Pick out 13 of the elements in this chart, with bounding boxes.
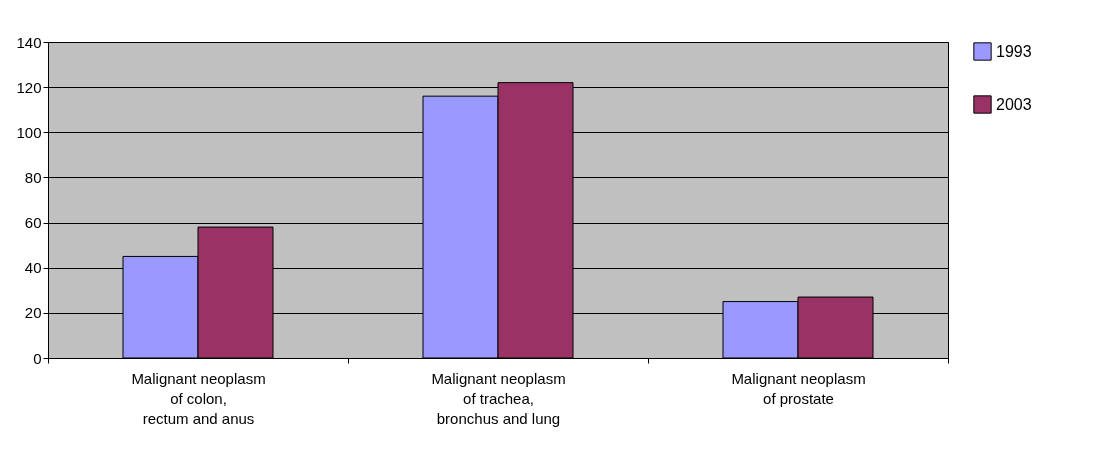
x-tick-label: Malignant neoplasm of colon, rectum and anus xyxy=(131,369,266,427)
x-tick-label: Malignant neoplasm of prostate xyxy=(731,369,866,407)
y-tick-label: 140 xyxy=(16,33,42,51)
x-tick-label: Malignant neoplasm of trachea, bronchus and lung xyxy=(431,369,566,427)
legend-label: 2003 xyxy=(996,95,1032,113)
y-tick-label: 120 xyxy=(16,78,42,96)
y-tick-label: 80 xyxy=(24,168,42,186)
y-tick-label: 20 xyxy=(24,304,42,322)
y-tick-label: 100 xyxy=(16,123,42,141)
legend-label: 1993 xyxy=(996,42,1032,60)
y-tick-label: 40 xyxy=(24,259,42,277)
y-tick-label: 0 xyxy=(33,349,42,367)
y-tick-label: 60 xyxy=(24,214,42,232)
